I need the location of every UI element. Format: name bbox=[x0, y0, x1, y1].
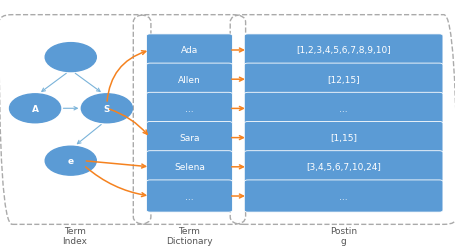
Text: S: S bbox=[103, 104, 110, 113]
Text: [3,4,5,6,7,10,24]: [3,4,5,6,7,10,24] bbox=[305, 163, 380, 172]
FancyBboxPatch shape bbox=[244, 180, 442, 212]
Text: A: A bbox=[31, 104, 39, 113]
Text: Allen: Allen bbox=[178, 76, 200, 84]
FancyBboxPatch shape bbox=[146, 93, 232, 125]
Text: Selena: Selena bbox=[174, 163, 204, 172]
Circle shape bbox=[45, 44, 96, 72]
Circle shape bbox=[10, 94, 61, 123]
FancyBboxPatch shape bbox=[146, 122, 232, 154]
Text: [1,2,3,4,5,6,7,8,9,10]: [1,2,3,4,5,6,7,8,9,10] bbox=[296, 46, 390, 55]
FancyBboxPatch shape bbox=[244, 151, 442, 183]
Text: ...: ... bbox=[339, 104, 347, 114]
FancyBboxPatch shape bbox=[146, 64, 232, 96]
Circle shape bbox=[45, 147, 96, 176]
Text: ...: ... bbox=[339, 192, 347, 201]
Text: e: e bbox=[67, 156, 74, 166]
FancyBboxPatch shape bbox=[244, 64, 442, 96]
FancyBboxPatch shape bbox=[244, 93, 442, 125]
Text: Term
Dictionary: Term Dictionary bbox=[166, 226, 212, 245]
Text: ...: ... bbox=[185, 192, 193, 201]
FancyBboxPatch shape bbox=[146, 180, 232, 212]
Text: Postin
g: Postin g bbox=[329, 226, 356, 245]
Text: ...: ... bbox=[185, 104, 193, 114]
Text: [1,15]: [1,15] bbox=[329, 134, 356, 142]
Text: [12,15]: [12,15] bbox=[327, 76, 359, 84]
Text: Term
Index: Term Index bbox=[62, 226, 87, 245]
Text: Sara: Sara bbox=[179, 134, 199, 142]
FancyBboxPatch shape bbox=[244, 35, 442, 67]
Text: Ada: Ada bbox=[181, 46, 197, 55]
Circle shape bbox=[81, 94, 132, 123]
FancyBboxPatch shape bbox=[146, 151, 232, 183]
FancyBboxPatch shape bbox=[146, 35, 232, 67]
FancyBboxPatch shape bbox=[244, 122, 442, 154]
